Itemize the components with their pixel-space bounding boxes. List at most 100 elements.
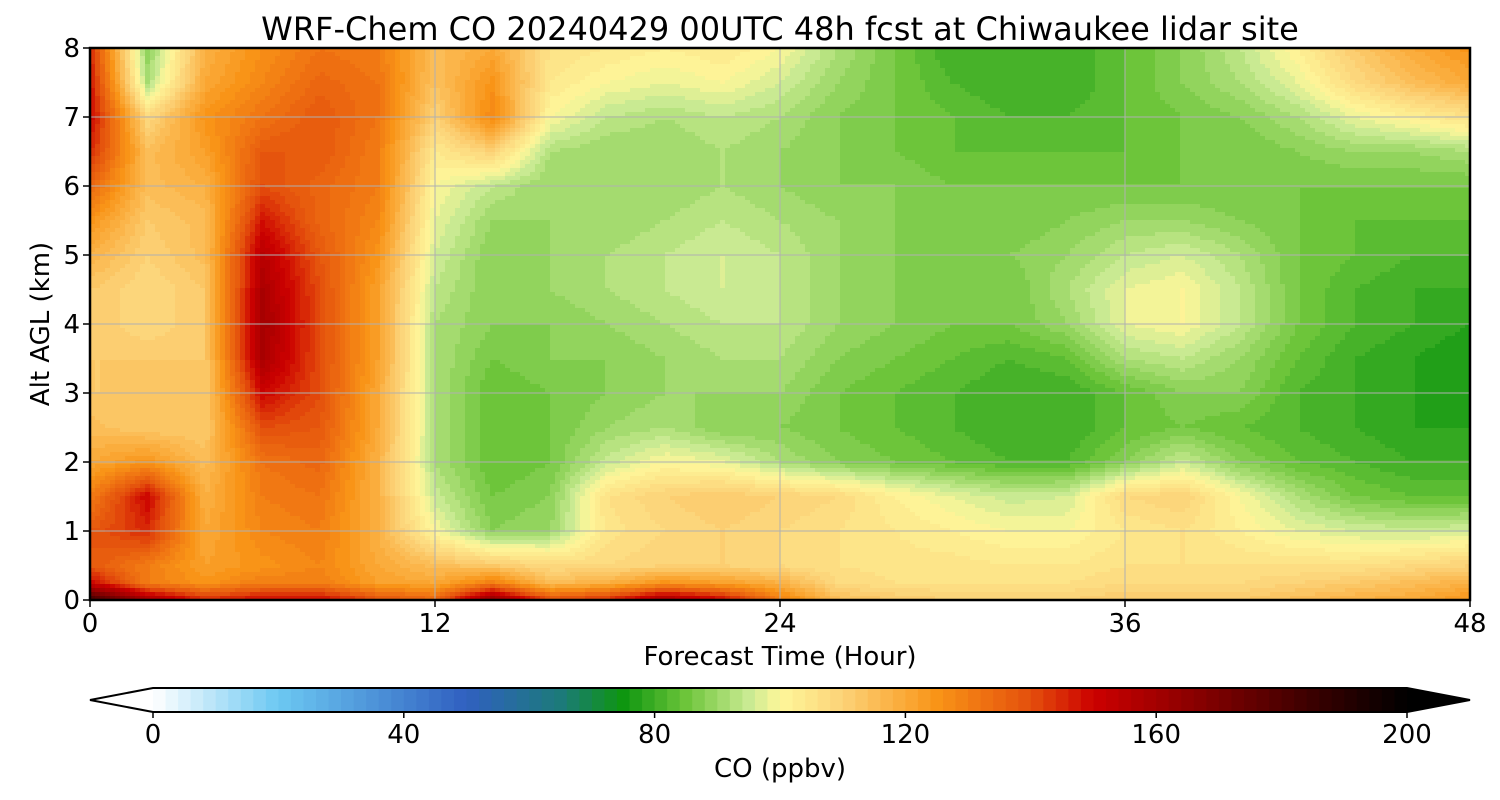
contour-cell: [110, 144, 116, 149]
contour-cell: [475, 268, 551, 273]
contour-cell: [150, 68, 156, 73]
contour-cell: [895, 52, 916, 57]
contour-cell: [245, 264, 251, 269]
contour-cell: [185, 112, 191, 117]
contour-cell: [440, 112, 446, 117]
contour-cell: [1125, 236, 1201, 241]
contour-cell: [210, 316, 216, 321]
contour-cell: [390, 160, 396, 165]
contour-cell: [255, 280, 261, 285]
contour-cell: [800, 80, 821, 85]
contour-cell: [250, 216, 256, 221]
contour-cell: [1200, 236, 1241, 241]
contour-cell: [1205, 224, 1256, 229]
contour-cell: [820, 52, 836, 57]
contour-cell: [1265, 276, 1281, 281]
contour-cell: [160, 100, 166, 105]
contour-cell: [1410, 72, 1436, 77]
contour-cell: [145, 232, 161, 237]
contour-cell: [110, 88, 116, 93]
contour-cell: [255, 188, 261, 193]
contour-cell: [245, 252, 251, 257]
contour-cell: [135, 228, 146, 233]
contour-cell: [230, 212, 236, 217]
contour-cell: [240, 276, 246, 281]
contour-cell: [735, 56, 766, 61]
contour-cell: [135, 132, 141, 137]
contour-cell: [225, 152, 236, 157]
contour-cell: [1255, 284, 1271, 289]
contour-cell: [500, 124, 506, 129]
contour-cell: [190, 128, 196, 133]
contour-cell: [425, 88, 431, 93]
contour-cell: [410, 268, 416, 273]
contour-cell: [435, 200, 446, 205]
contour-cell: [1280, 268, 1301, 273]
contour-cell: [175, 48, 181, 53]
contour-cell: [720, 280, 726, 285]
contour-cell: [520, 168, 536, 173]
contour-cell: [435, 144, 446, 149]
contour-cell: [380, 136, 386, 141]
contour-cell: [290, 276, 301, 281]
contour-cell: [100, 256, 116, 261]
contour-cell: [275, 104, 291, 109]
contour-cell: [175, 92, 181, 97]
contour-cell: [170, 96, 176, 101]
contour-cell: [1155, 84, 1186, 89]
contour-cell: [125, 68, 131, 73]
contour-cell: [250, 156, 256, 161]
contour-cell: [485, 136, 496, 141]
contour-cell: [220, 248, 226, 253]
contour-cell: [105, 76, 111, 81]
contour-cell: [1410, 56, 1431, 61]
contour-cell: [130, 140, 136, 145]
contour-cell: [785, 112, 811, 117]
contour-cell: [425, 192, 431, 197]
contour-cell: [295, 316, 301, 321]
contour-cell: [210, 308, 216, 313]
contour-cell: [400, 292, 406, 297]
plot-area: [90, 48, 1471, 601]
contour-cell: [120, 292, 176, 297]
contour-cell: [225, 216, 231, 221]
contour-cell: [1055, 268, 1081, 273]
contour-cell: [405, 252, 411, 257]
contour-cell: [540, 136, 551, 141]
contour-cell: [190, 96, 196, 101]
contour-cell: [410, 228, 416, 233]
contour-cell: [1435, 104, 1466, 109]
contour-cell: [235, 220, 241, 225]
contour-cell: [805, 200, 896, 205]
contour-cell: [525, 88, 531, 93]
contour-cell: [495, 48, 501, 53]
contour-cell: [290, 220, 301, 225]
contour-cell: [315, 296, 321, 301]
contour-cell: [1075, 244, 1111, 249]
contour-cell: [170, 68, 176, 73]
contour-cell: [410, 52, 416, 57]
contour-cell: [490, 64, 496, 69]
contour-cell: [385, 88, 391, 93]
contour-cell: [415, 64, 426, 69]
contour-cell: [240, 312, 246, 317]
contour-cell: [450, 100, 461, 105]
contour-cell: [230, 272, 236, 277]
contour-cell: [170, 252, 196, 257]
contour-cell: [190, 112, 196, 117]
contour-cell: [1420, 168, 1471, 173]
contour-cell: [150, 72, 156, 77]
contour-cell: [225, 168, 231, 173]
contour-cell: [865, 84, 896, 89]
contour-cell: [145, 124, 151, 129]
contour-cell: [340, 324, 346, 329]
contour-cell: [525, 132, 531, 137]
contour-cell: [420, 228, 426, 233]
contour-cell: [1420, 64, 1441, 69]
contour-cell: [1025, 244, 1076, 249]
contour-cell: [100, 72, 106, 77]
contour-cell: [530, 84, 536, 89]
contour-cell: [390, 120, 396, 125]
contour-cell: [535, 132, 541, 137]
contour-cell: [215, 280, 221, 285]
